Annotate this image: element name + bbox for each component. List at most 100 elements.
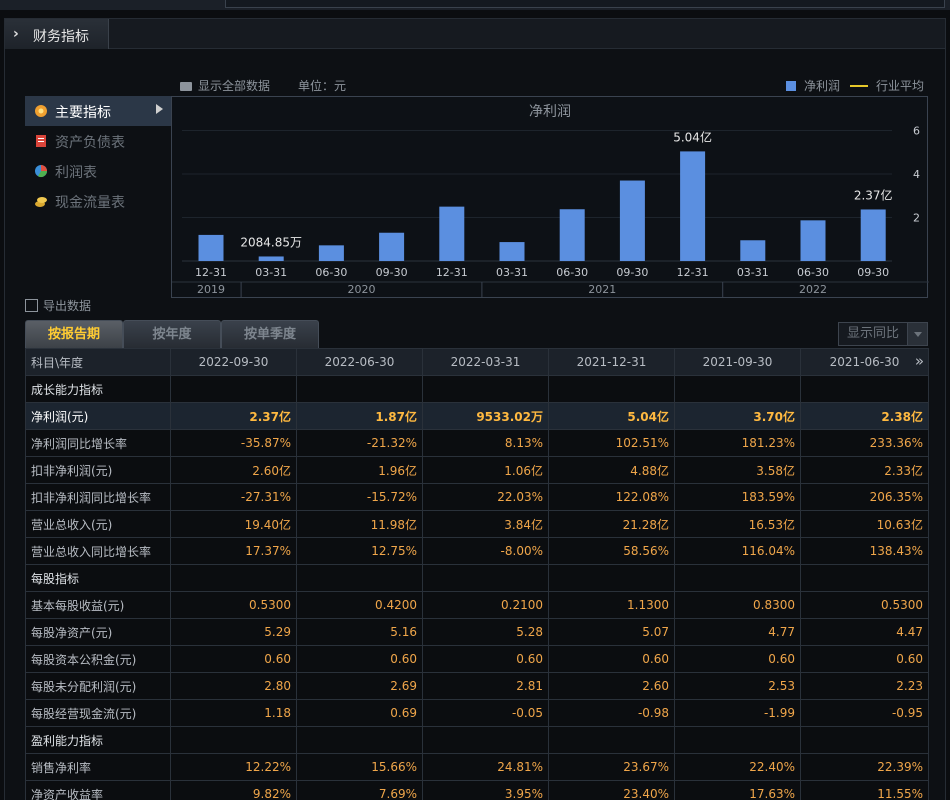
caret-right-icon [156,104,163,114]
net-profit-bar[interactable] [499,242,525,261]
table-cell: 0.4200 [296,591,423,619]
table-cell: 1.18 [170,699,297,727]
table-cell: -0.98 [548,699,675,727]
menu-item-income-statement[interactable]: 利润表 [25,156,171,186]
chart-legend: 净利润 行业平均 [785,77,924,94]
net-profit-bar[interactable] [860,209,886,261]
net-profit-bar[interactable] [318,245,344,261]
chart-title: 净利润 [529,104,571,120]
column-header[interactable]: 2022-03-31 [422,348,549,376]
x-tick-label: 12-31 [195,266,227,279]
table-cell: 24.81% [422,753,549,781]
data-label: 2.37亿 [854,187,893,202]
row-label: 销售净利率 [25,753,171,781]
menu-item-cash-flow[interactable]: 现金流量表 [25,186,171,216]
legend-net-profit[interactable]: 净利润 [803,79,840,93]
row-label: 每股净资产(元) [25,618,171,646]
x-tick-label: 06-30 [797,266,829,279]
column-header[interactable]: 2021-09-30 [674,348,801,376]
unit-label: 单位：元 [298,79,347,93]
table-row: 营业总收入(元) 19.40亿 11.98亿 3.84亿 21.28亿 16.53亿 10.… [25,510,929,538]
menu-item-balance-sheet[interactable]: 资产负债表 [25,126,171,156]
y-tick-label: 4 [913,168,920,181]
row-label: 净利润(元) [25,402,171,430]
table-row: 营业总收入同比增长率 17.37% 12.75% -8.00% 58.56% 116.04… [25,537,929,565]
table-cell [422,375,549,403]
year-label: 2021 [588,283,616,296]
table-cell: 23.40% [548,780,675,800]
comment-icon [180,82,192,91]
table-cell: -35.87% [170,429,297,457]
table-row: 销售净利率 12.22% 15.66% 24.81% 23.67% 22.40% 22.39… [25,753,929,781]
table-row: 净资产收益率 9.82% 7.69% 3.95% 23.40% 17.63% 11.55% [25,780,929,800]
net-profit-bar[interactable] [800,220,826,261]
table-cell [296,564,423,592]
table-cell: 0.2100 [422,591,549,619]
table-cell: 1.87亿 [296,402,423,430]
tab-by-quarter[interactable]: 按单季度 [221,320,319,348]
double-chevron-right-icon[interactable]: » [914,352,924,370]
table-row: 扣非净利润同比增长率 -27.31% -15.72% 22.03% 122.08% 183… [25,483,929,511]
legend-industry-avg[interactable]: 行业平均 [875,79,924,93]
section-row: 成长能力指标 [25,375,929,403]
show-all-data-toggle[interactable]: 显示全部数据 [180,77,270,94]
net-profit-bar[interactable] [740,240,766,261]
table-cell: 16.53亿 [674,510,801,538]
table-row: 每股经营现金流(元) 1.18 0.69 -0.05 -0.98 -1.99 -0.95 [25,699,929,727]
table-cell: 3.84亿 [422,510,549,538]
document-icon [36,135,46,147]
chevron-down-icon[interactable] [907,323,927,345]
pie-icon [35,165,47,178]
table-cell [800,375,929,403]
table-cell: 102.51% [548,429,675,457]
x-tick-label: 06-30 [315,266,347,279]
table-cell: 2.80 [170,672,297,700]
x-tick-label: 06-30 [556,266,588,279]
panel-title-tab[interactable]: › 财务指标 [5,19,109,49]
table-row: 净利润(元) 2.37亿 1.87亿 9533.02万 5.04亿 3.70亿 2.38亿 [25,402,929,430]
row-label: 扣非净利润(元) [25,456,171,484]
row-label: 每股经营现金流(元) [25,699,171,727]
period-tabs: 按报告期 按年度 按单季度 显示同比 [25,320,928,348]
x-tick-label: 09-30 [616,266,648,279]
table-cell [674,564,801,592]
table-cell: 23.67% [548,753,675,781]
yoy-dropdown[interactable]: 显示同比 [838,322,928,346]
table-cell: 5.07 [548,618,675,646]
row-label: 每股指标 [25,564,171,592]
column-header[interactable]: 2022-06-30 [296,348,423,376]
net-profit-bar[interactable] [619,180,645,261]
net-profit-bar[interactable] [258,256,284,261]
column-header[interactable]: 2021-12-31 [548,348,675,376]
menu-item-main-indicators[interactable]: 主要指标 [25,96,171,126]
table-cell: 7.69% [296,780,423,800]
table-cell: 9533.02万 [422,402,549,430]
net-profit-bar[interactable] [439,206,465,261]
net-profit-bar[interactable] [680,151,706,261]
export-data-button[interactable]: 导出数据 [25,297,91,314]
table-cell: 0.60 [170,645,297,673]
row-label: 每股未分配利润(元) [25,672,171,700]
net-profit-bar[interactable] [379,232,405,261]
asterisk-icon [35,105,47,117]
table-row: 扣非净利润(元) 2.60亿 1.96亿 1.06亿 4.88亿 3.58亿 2.33亿 [25,456,929,484]
column-header[interactable]: 2022-09-30 [170,348,297,376]
table-cell: -15.72% [296,483,423,511]
table-row: 基本每股收益(元) 0.5300 0.4200 0.2100 1.1300 0.8300 0… [25,591,929,619]
table-cell: 9.82% [170,780,297,800]
tab-by-year[interactable]: 按年度 [123,320,221,348]
tab-by-report-period[interactable]: 按报告期 [25,320,123,348]
net-profit-bar[interactable] [198,234,224,261]
column-header-last[interactable]: 2021-06-30 » [800,348,929,376]
export-label: 导出数据 [43,299,92,313]
table-cell: 2.37亿 [170,402,297,430]
table-cell: 17.37% [170,537,297,565]
panel-title: 财务指标 [33,29,89,45]
table-cell: 3.58亿 [674,456,801,484]
row-label: 营业总收入(元) [25,510,171,538]
table-cell [548,564,675,592]
table-cell: 4.47 [800,618,929,646]
y-tick-label: 6 [913,125,920,138]
net-profit-bar[interactable] [559,209,585,261]
table-cell: 10.63亿 [800,510,929,538]
